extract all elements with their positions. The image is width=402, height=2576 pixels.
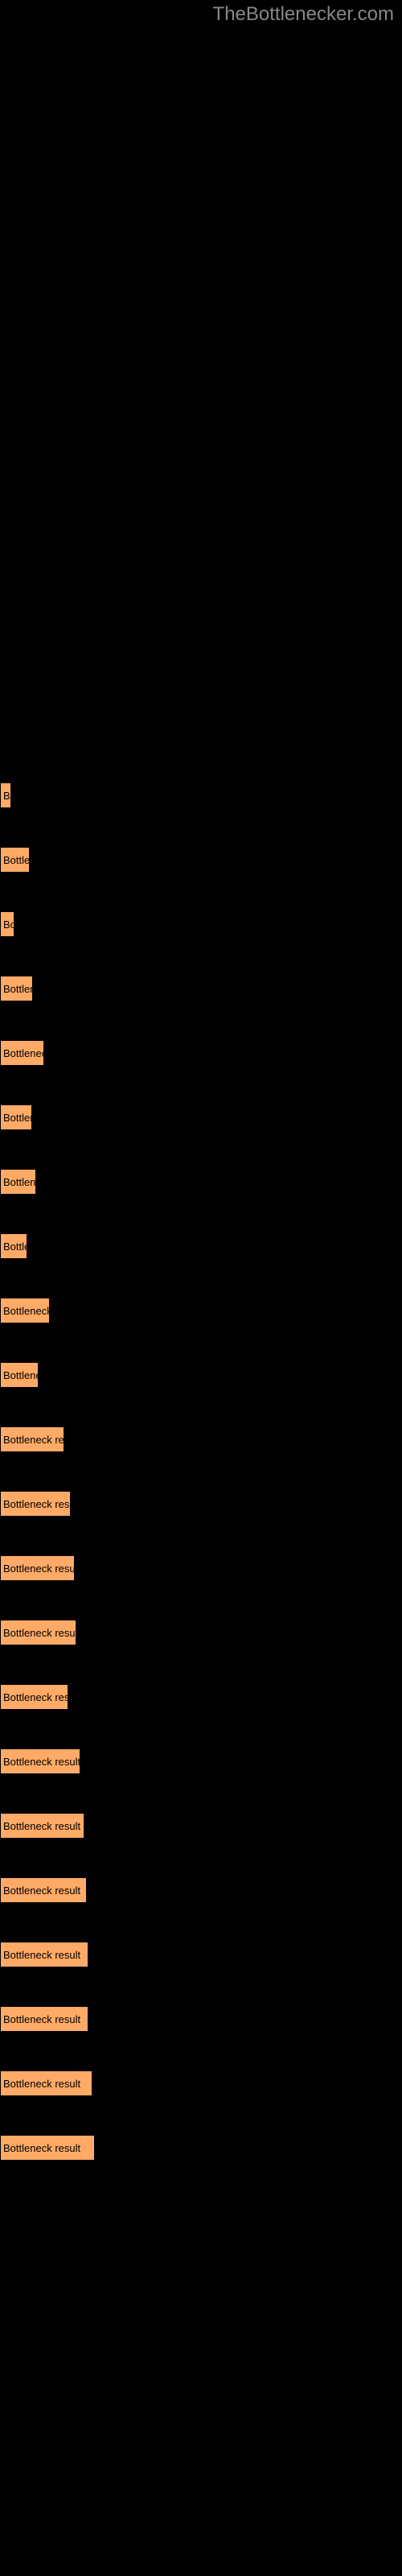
bar-row: B <box>0 782 402 808</box>
bar-label: Bottleneck r <box>3 1305 49 1317</box>
bar: Bottlenec <box>0 1169 36 1195</box>
bar-label: Bottleneck result <box>3 1885 80 1897</box>
bar-row: Bottleneck result <box>0 1748 402 1774</box>
bar-label: Bottlenec <box>3 1176 35 1188</box>
bar-row: Bottle <box>0 1233 402 1259</box>
bar: Bottleneck result <box>0 1942 88 1967</box>
bar-row: Bottlenec <box>0 1169 402 1195</box>
bar-row: Bottlen <box>0 847 402 873</box>
bar: Bottleneck result <box>0 2070 92 2096</box>
bar-row: Bo <box>0 911 402 937</box>
bar-row: Bottleneck result <box>0 1491 402 1517</box>
bar: Bottleneck result <box>0 2006 88 2032</box>
bar-label: Bottleneck result <box>3 1756 80 1768</box>
bar-row: Bottleneck result <box>0 2006 402 2032</box>
bar-label: Bottleneck result <box>3 1627 76 1639</box>
bar-row: Bottleneck resul <box>0 1426 402 1452</box>
bar-label: Bottleneck result <box>3 1563 74 1575</box>
bar: Bottleneck result <box>0 1748 80 1774</box>
bar-row: Bottleneck result <box>0 2070 402 2096</box>
bar-row: Bottleneck result <box>0 1555 402 1581</box>
bar-label: Bottleneck result <box>3 1949 80 1961</box>
bar-label: Bottleneck result <box>3 2013 80 2025</box>
bar-row: Bottlene <box>0 976 402 1001</box>
bar: Bottleneck resu <box>0 1684 68 1710</box>
bar: Bottlenec <box>0 1362 39 1388</box>
header-space <box>0 26 402 782</box>
bar-chart: B Bottlen Bo Bottlene Bottleneck Bottlene Bott… <box>0 782 402 2215</box>
bar-row: Bottlenec <box>0 1362 402 1388</box>
bar: Bo <box>0 911 14 937</box>
bar: Bottleneck result <box>0 1620 76 1645</box>
bar-label: Bottlen <box>3 854 29 866</box>
bar-label: Bo <box>3 919 14 931</box>
bar: Bottleneck r <box>0 1298 50 1323</box>
bar: Bottleneck result <box>0 2135 95 2161</box>
watermark-text: TheBottlenecker.com <box>0 0 402 26</box>
bar-label: Bottle <box>3 1241 27 1253</box>
bar-row: Bottlene <box>0 1104 402 1130</box>
bar-label: Bottlene <box>3 983 32 995</box>
bar-row: Bottleneck result <box>0 1620 402 1645</box>
bar-row: Bottleneck r <box>0 1298 402 1323</box>
bar-label: Bottleneck <box>3 1047 43 1059</box>
bar-label: Bottlenec <box>3 1369 38 1381</box>
bar-label: Bottleneck resul <box>3 1434 64 1446</box>
bar-row: Bottleneck resu <box>0 1684 402 1710</box>
bar-row: Bottleneck result <box>0 1813 402 1839</box>
bar: Bottleneck resul <box>0 1426 64 1452</box>
bar: B <box>0 782 11 808</box>
bar-label: Bottleneck resu <box>3 1691 68 1703</box>
bar: Bottleneck result <box>0 1813 84 1839</box>
bar: Bottleneck result <box>0 1555 75 1581</box>
bar-row: Bottleneck result <box>0 1877 402 1903</box>
bar-row: Bottleneck result <box>0 2135 402 2161</box>
bar: Bottlen <box>0 847 30 873</box>
bar-label: Bottleneck result <box>3 2142 80 2154</box>
bar-label: Bottleneck result <box>3 2078 80 2090</box>
bar-label: Bottleneck result <box>3 1820 80 1832</box>
bar: Bottlene <box>0 976 33 1001</box>
bar-row: Bottleneck <box>0 1040 402 1066</box>
bar: Bottleneck <box>0 1040 44 1066</box>
bar-row: Bottleneck result <box>0 1942 402 1967</box>
bar: Bottle <box>0 1233 27 1259</box>
bar-label: B <box>3 790 10 802</box>
bar-label: Bottleneck result <box>3 1498 70 1510</box>
bar: Bottleneck result <box>0 1877 87 1903</box>
bar-label: Bottlene <box>3 1112 31 1124</box>
bar: Bottleneck result <box>0 1491 71 1517</box>
bar: Bottlene <box>0 1104 32 1130</box>
